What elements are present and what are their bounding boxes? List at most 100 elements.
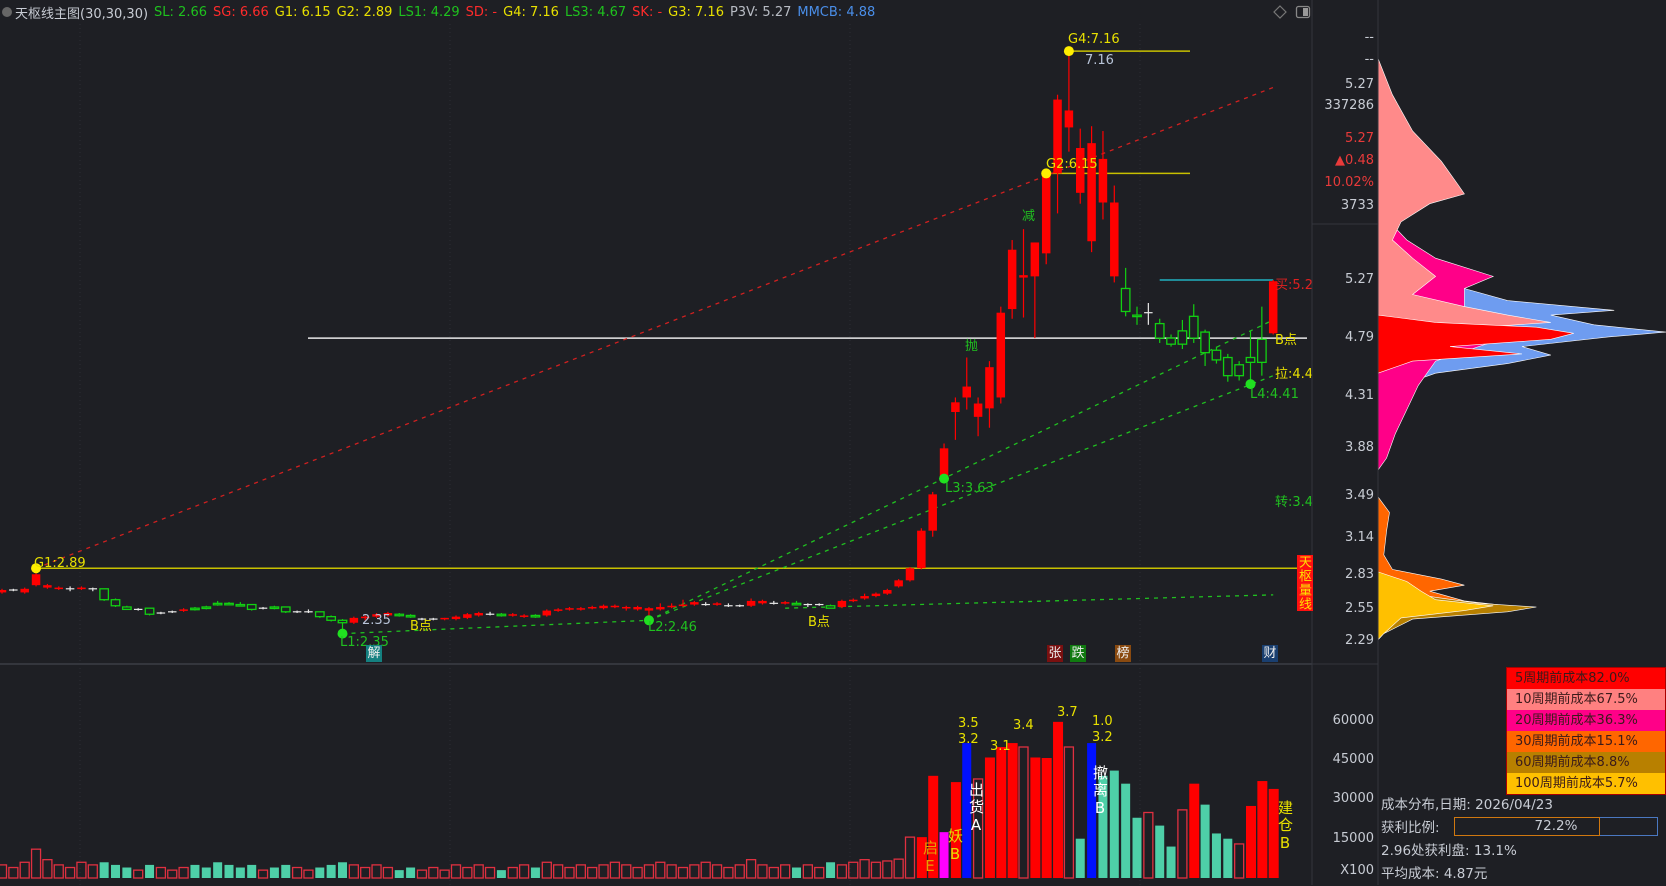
volume-bar — [950, 782, 961, 878]
volume-bar — [1257, 781, 1268, 878]
candle-up — [349, 617, 359, 623]
pivot-dot — [1041, 168, 1052, 179]
volume-bar — [768, 866, 779, 879]
candle-up — [179, 609, 188, 611]
pivot-dot — [337, 628, 348, 639]
pivot-points — [31, 46, 1256, 639]
quote-row: 337286 — [1324, 98, 1374, 113]
candle-up — [1098, 158, 1108, 203]
volume-bar — [269, 867, 279, 878]
price-axis: -- -- 5.27 337286 5.27 ▲0.48 10.02% 3733 5.27 4.… — [1312, 0, 1378, 885]
candle-down — [110, 599, 121, 607]
vol-label-yao: 妖B — [946, 828, 964, 865]
badge-zhang[interactable]: 张 — [1047, 645, 1063, 662]
volume-bar — [76, 861, 87, 879]
profit-label: 获利比例: — [1381, 820, 1440, 836]
volume-bar — [360, 866, 371, 879]
quote-row: -- — [1364, 52, 1374, 67]
volume-bar — [1246, 805, 1256, 878]
volume-bar — [1211, 833, 1221, 878]
header-settings-icon[interactable] — [2, 7, 12, 17]
volume-bar — [1030, 757, 1041, 878]
candle-down — [337, 619, 348, 624]
panel-toggle-icon[interactable] — [1295, 4, 1311, 20]
volume-bar — [893, 858, 904, 879]
vol-label-b: 3.1 — [990, 739, 1011, 754]
candle-up — [565, 608, 574, 610]
indicator-title[interactable]: 天枢线主图(30,30,30) — [15, 6, 149, 22]
volume-bar — [394, 870, 404, 878]
chip-info: 成本分布,日期: 2026/04/23 获利比例: 2.96处获利盘: 13.1… — [1381, 794, 1553, 886]
vol-label-c: 3.4 — [1013, 718, 1034, 733]
candle-up — [917, 530, 926, 569]
label-bpoint-1: B点 — [410, 619, 432, 634]
candle-up — [860, 596, 869, 599]
volume-bar — [496, 870, 506, 878]
candle-up — [372, 614, 381, 617]
price-profit: 2.96处获利盘: 13.1% — [1381, 843, 1517, 859]
profit-ratio-bar: 72.2% — [1454, 817, 1658, 836]
tianshu-volume-line-tag[interactable]: 天枢量线 — [1296, 555, 1313, 611]
candle-up — [985, 367, 994, 409]
candle-up — [849, 599, 858, 602]
badge-bang[interactable]: 榜 — [1115, 645, 1131, 662]
volume-bar — [859, 859, 870, 879]
chip-distribution — [1377, 58, 1666, 641]
candle-down — [1245, 356, 1256, 363]
volume-bar — [541, 861, 552, 879]
candle-down — [1177, 330, 1188, 345]
legend-item: 5周期前成本82.0% — [1507, 668, 1665, 689]
volume-bar — [145, 864, 155, 878]
volume-bar — [826, 862, 836, 878]
volume-bar — [745, 859, 757, 879]
volume-bar — [1177, 809, 1188, 879]
candle-up — [576, 608, 586, 610]
volume-bar — [1109, 770, 1119, 878]
volume-bar — [1007, 743, 1018, 878]
volume-bar — [723, 866, 734, 879]
candle-down — [190, 607, 200, 611]
diamond-icon[interactable] — [1272, 4, 1288, 20]
volume-bar — [1132, 817, 1142, 878]
volume-unit: X100 — [1340, 863, 1374, 878]
volume-bar — [19, 861, 30, 879]
label-l2: L2:2.46 — [648, 620, 697, 635]
candle-up — [656, 606, 665, 610]
candle-down — [280, 606, 291, 613]
candle-down — [269, 606, 280, 610]
badge-cai[interactable]: 财 — [1262, 645, 1278, 662]
candle-up — [690, 602, 699, 605]
volume-bars — [0, 721, 1279, 879]
candle-down — [791, 602, 802, 606]
candle-up — [894, 580, 903, 587]
date-value: 2026/04/23 — [1475, 797, 1553, 813]
volume-bar — [1121, 783, 1131, 878]
volume-bar — [700, 861, 711, 879]
candle-down — [405, 614, 416, 618]
volume-bar — [1155, 825, 1165, 878]
volume-bar — [814, 866, 825, 879]
volume-bar — [870, 861, 882, 879]
volume-bar — [518, 864, 530, 879]
price-tick: 4.31 — [1345, 388, 1374, 404]
price-tick: 2.29 — [1345, 632, 1374, 648]
volume-bar — [632, 866, 643, 879]
badge-jie[interactable]: 解 — [366, 645, 382, 662]
pivot-dot — [31, 563, 42, 574]
volume-bar — [734, 864, 745, 879]
badge-die[interactable]: 跌 — [1070, 645, 1086, 662]
volume-bar — [1200, 804, 1210, 878]
candle-up — [451, 616, 461, 620]
volume-bar — [1268, 788, 1279, 878]
volume-bar — [167, 869, 178, 879]
candle-down — [121, 606, 132, 611]
indicator-value: LS1: 4.29 — [398, 4, 460, 20]
candle-down — [1256, 338, 1267, 363]
candle-down — [530, 614, 541, 618]
candle-up — [758, 600, 767, 604]
indicator-value: SK: - — [632, 4, 663, 20]
candle-down — [212, 602, 223, 606]
volume-bar — [213, 862, 223, 878]
date-label: 成本分布,日期: — [1381, 797, 1471, 813]
